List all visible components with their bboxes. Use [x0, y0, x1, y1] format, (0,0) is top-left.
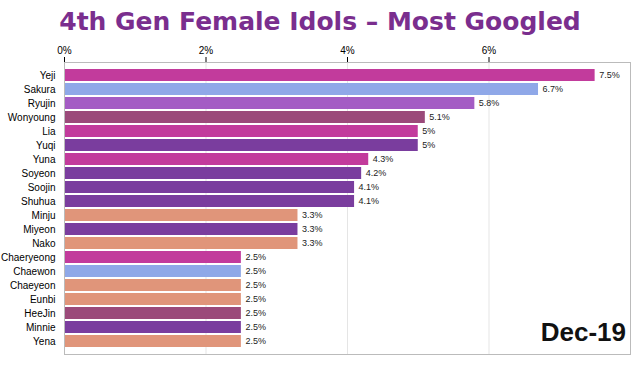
svg-text:2.5%: 2.5% — [245, 252, 266, 262]
svg-text:0%: 0% — [57, 45, 72, 56]
svg-text:3.3%: 3.3% — [302, 210, 323, 220]
html-text:Dec-19: Dec-19 — [540, 317, 626, 347]
svg-text:Lia: Lia — [42, 126, 56, 137]
svg-text:Eunbi: Eunbi — [30, 294, 56, 305]
svg-text:HeeJin: HeeJin — [24, 308, 55, 319]
svg-text:Nako: Nako — [32, 238, 56, 249]
svg-text:Yuqi: Yuqi — [36, 140, 55, 151]
svg-text:Chaeyeon: Chaeyeon — [10, 280, 56, 291]
svg-text:5%: 5% — [422, 140, 435, 150]
svg-text:Ryujin: Ryujin — [28, 98, 56, 109]
svg-text:Sakura: Sakura — [24, 84, 56, 95]
svg-text:Shuhua: Shuhua — [21, 196, 56, 207]
svg-text:5.8%: 5.8% — [479, 98, 500, 108]
svg-text:2.5%: 2.5% — [245, 266, 266, 276]
svg-text:Miyeon: Miyeon — [23, 224, 55, 235]
html-text:4th Gen Female Idols – Most Go: 4th Gen Female Idols – Most Googled — [59, 7, 581, 36]
svg-text:4.2%: 4.2% — [366, 168, 387, 178]
svg-text:4.3%: 4.3% — [373, 154, 394, 164]
svg-text:2.5%: 2.5% — [245, 336, 266, 346]
svg-text:Yuna: Yuna — [33, 154, 56, 165]
svg-text:2.5%: 2.5% — [245, 308, 266, 318]
svg-text:2.5%: 2.5% — [245, 322, 266, 332]
svg-text:Chaewon: Chaewon — [13, 266, 55, 277]
svg-text:3.3%: 3.3% — [302, 224, 323, 234]
svg-text:2.5%: 2.5% — [245, 280, 266, 290]
svg-text:6.7%: 6.7% — [543, 84, 564, 94]
svg-text:6%: 6% — [482, 45, 497, 56]
svg-text:5.1%: 5.1% — [429, 112, 450, 122]
svg-text:4.1%: 4.1% — [359, 182, 380, 192]
svg-text:2%: 2% — [199, 45, 214, 56]
svg-text:7.5%: 7.5% — [599, 70, 620, 80]
svg-text:Wonyoung: Wonyoung — [8, 112, 56, 123]
svg-text:Soojin: Soojin — [28, 182, 56, 193]
svg-text:2.5%: 2.5% — [245, 294, 266, 304]
svg-text:Yeji: Yeji — [40, 70, 56, 81]
svg-text:4.1%: 4.1% — [359, 196, 380, 206]
svg-text:Chaeryeong: Chaeryeong — [1, 252, 55, 263]
svg-text:Soyeon: Soyeon — [22, 168, 56, 179]
svg-text:3.3%: 3.3% — [302, 238, 323, 248]
svg-text:5%: 5% — [422, 126, 435, 136]
svg-text:Minnie: Minnie — [26, 322, 56, 333]
svg-text:4%: 4% — [340, 45, 355, 56]
svg-text:Minju: Minju — [32, 210, 56, 221]
svg-text:Yena: Yena — [33, 336, 56, 347]
